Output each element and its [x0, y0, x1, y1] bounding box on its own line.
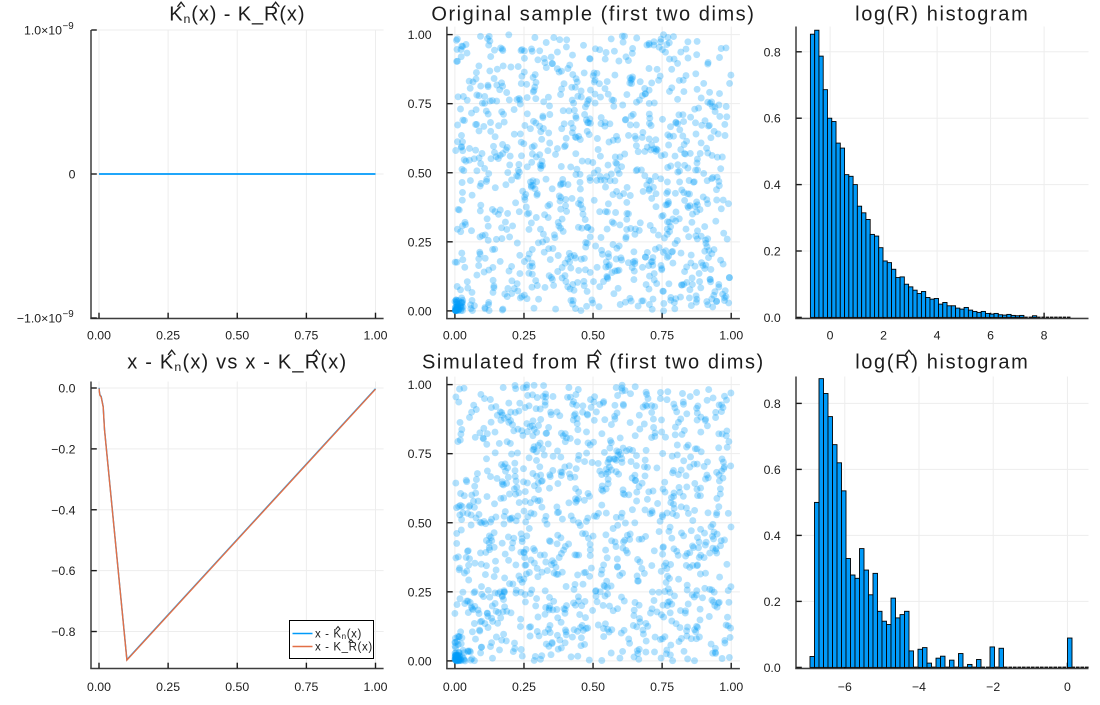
svg-text:1.00: 1.00 [364, 329, 388, 343]
svg-text:0.25: 0.25 [408, 585, 432, 599]
svg-text:8: 8 [1041, 329, 1048, 343]
svg-text:0.6: 0.6 [764, 112, 781, 126]
svg-text:1.00: 1.00 [408, 378, 432, 392]
svg-text:x - Kn(x): x - Kn(x) [315, 629, 362, 642]
svg-text:1.00: 1.00 [408, 28, 432, 42]
svg-text:0.2: 0.2 [764, 595, 781, 609]
svg-text:0.25: 0.25 [156, 680, 180, 694]
svg-text:0.8: 0.8 [764, 45, 781, 59]
svg-text:−2: −2 [986, 680, 1000, 694]
svg-text:0.50: 0.50 [225, 680, 249, 694]
svg-text:Original sample (first two dim: Original sample (first two dims) [431, 4, 755, 26]
svg-text:1.0×10: 1.0×10 [24, 24, 62, 38]
svg-text:0: 0 [1064, 680, 1071, 694]
svg-text:1.00: 1.00 [719, 329, 743, 343]
svg-text:x - K_R(x): x - K_R(x) [315, 642, 373, 654]
svg-text:log(R) histogram: log(R) histogram [855, 4, 1029, 26]
svg-text:1.00: 1.00 [364, 680, 388, 694]
svg-text:0.00: 0.00 [443, 329, 467, 343]
svg-text:1.00: 1.00 [719, 680, 743, 694]
svg-text:0.75: 0.75 [650, 329, 674, 343]
svg-text:0.75: 0.75 [294, 680, 318, 694]
svg-text:0.25: 0.25 [156, 329, 180, 343]
svg-text:6: 6 [987, 329, 994, 343]
svg-text:0.25: 0.25 [512, 680, 536, 694]
svg-text:0.4: 0.4 [764, 178, 781, 192]
svg-text:0.8: 0.8 [764, 397, 781, 411]
svg-text:0.2: 0.2 [764, 245, 781, 259]
svg-text:0.50: 0.50 [408, 516, 432, 530]
svg-text:0.00: 0.00 [87, 680, 111, 694]
svg-text:0.75: 0.75 [408, 97, 432, 111]
svg-text:0.0: 0.0 [58, 382, 75, 396]
svg-text:0.50: 0.50 [581, 680, 605, 694]
svg-text:0.4: 0.4 [764, 529, 781, 543]
svg-text:0.50: 0.50 [581, 329, 605, 343]
svg-text:0.00: 0.00 [443, 680, 467, 694]
svg-text:−0.2: −0.2 [51, 442, 75, 456]
svg-text:log(R) histogram: log(R) histogram [855, 352, 1029, 374]
svg-text:−4: −4 [912, 680, 926, 694]
svg-text:0.0: 0.0 [764, 661, 781, 675]
svg-text:Kn(x) - K_R(x): Kn(x) - K_R(x) [169, 4, 305, 27]
svg-text:Simulated from R (first two di: Simulated from R (first two dims) [422, 352, 765, 374]
svg-text:4: 4 [934, 329, 941, 343]
svg-text:0.0: 0.0 [764, 311, 781, 325]
svg-text:0: 0 [69, 168, 76, 182]
svg-text:−9: −9 [63, 21, 74, 32]
svg-text:−0.8: −0.8 [51, 625, 75, 639]
svg-text:0.50: 0.50 [408, 166, 432, 180]
svg-text:0.00: 0.00 [87, 329, 111, 343]
svg-text:0.75: 0.75 [294, 329, 318, 343]
svg-text:−6: −6 [838, 680, 852, 694]
svg-text:−9: −9 [63, 309, 74, 320]
svg-text:−0.4: −0.4 [51, 503, 75, 517]
svg-text:0.75: 0.75 [408, 447, 432, 461]
svg-text:0.50: 0.50 [225, 329, 249, 343]
svg-text:−1.0×10: −1.0×10 [17, 312, 62, 326]
svg-text:0.75: 0.75 [650, 680, 674, 694]
svg-text:−0.6: −0.6 [51, 564, 75, 578]
svg-text:0: 0 [827, 329, 834, 343]
svg-text:0.25: 0.25 [512, 329, 536, 343]
svg-text:0.00: 0.00 [408, 654, 432, 668]
svg-text:0.00: 0.00 [408, 304, 432, 318]
svg-text:0.25: 0.25 [408, 235, 432, 249]
svg-text:0.6: 0.6 [764, 463, 781, 477]
svg-text:2: 2 [880, 329, 887, 343]
svg-text:x - Kn(x) vs x - K_R(x): x - Kn(x) vs x - K_R(x) [127, 352, 347, 375]
